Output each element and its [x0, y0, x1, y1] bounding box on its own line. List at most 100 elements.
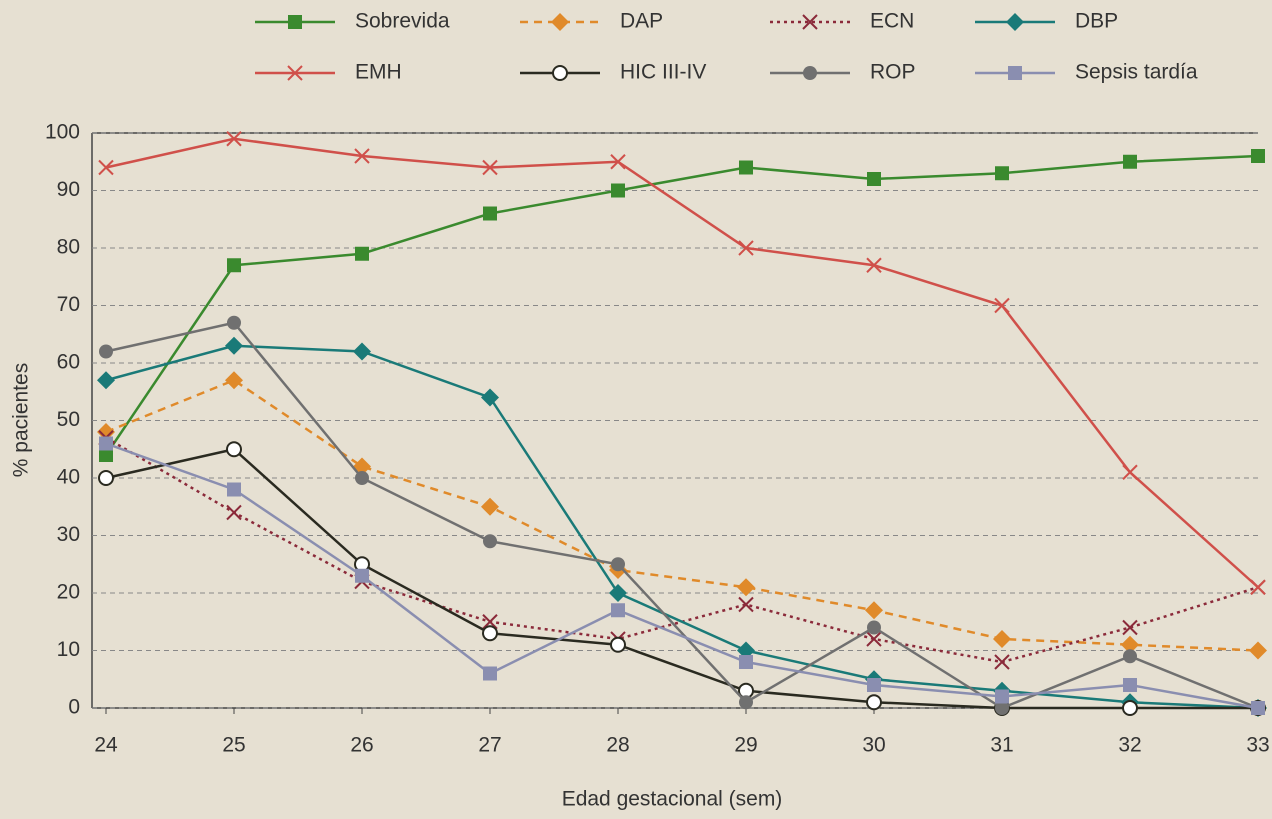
marker	[481, 388, 499, 407]
marker	[995, 701, 1009, 715]
marker	[1006, 13, 1024, 31]
legend-label: Sobrevida	[355, 10, 450, 33]
marker	[355, 568, 369, 583]
marker	[355, 471, 369, 485]
y-tick-label: 20	[57, 581, 80, 604]
marker	[1122, 464, 1138, 480]
marker	[551, 13, 569, 31]
marker	[866, 257, 882, 273]
x-tick-label: 28	[606, 734, 629, 757]
x-tick-label: 25	[222, 734, 245, 757]
legend-label: ECN	[870, 10, 914, 33]
y-axis-title: % pacientes	[10, 363, 33, 477]
marker	[354, 148, 370, 164]
marker	[226, 131, 242, 147]
x-axis-title: Edad gestacional (sem)	[562, 788, 783, 811]
y-tick-label: 80	[57, 236, 80, 259]
marker	[803, 66, 817, 80]
marker	[227, 315, 241, 330]
marker	[994, 654, 1010, 670]
marker	[1250, 579, 1266, 595]
marker	[98, 470, 114, 486]
marker	[993, 630, 1011, 648]
series-line	[104, 154, 1259, 456]
marker	[225, 371, 243, 390]
marker	[739, 160, 753, 175]
marker	[225, 336, 243, 355]
series-line	[105, 137, 1259, 589]
x-tick-label: 30	[862, 734, 885, 757]
marker	[737, 578, 755, 597]
marker	[1122, 619, 1138, 636]
marker	[481, 497, 499, 516]
marker	[739, 695, 753, 710]
marker	[287, 65, 303, 81]
y-tick-label: 90	[57, 178, 80, 201]
marker	[483, 666, 497, 681]
y-tick-label: 50	[57, 408, 80, 431]
marker	[288, 15, 302, 29]
marker	[1122, 700, 1138, 716]
marker	[1251, 149, 1265, 163]
series-line	[105, 378, 1259, 652]
marker	[227, 482, 241, 497]
x-tick-label: 33	[1246, 734, 1269, 757]
legend-label: DBP	[1075, 10, 1118, 33]
x-tick-label: 32	[1118, 734, 1141, 757]
series-line	[105, 344, 1259, 710]
series-line	[105, 447, 1258, 710]
marker	[866, 631, 882, 647]
marker	[1123, 154, 1137, 169]
marker	[611, 557, 625, 572]
marker	[1121, 635, 1139, 654]
y-tick-label: 70	[57, 293, 80, 316]
legend-label: EMH	[355, 61, 402, 84]
marker	[611, 183, 625, 198]
marker	[610, 636, 626, 653]
marker	[482, 159, 498, 176]
marker	[1251, 701, 1265, 715]
x-tick-label: 31	[990, 734, 1013, 757]
marker	[483, 206, 497, 221]
series-line	[105, 321, 1259, 710]
marker	[98, 159, 114, 176]
marker	[867, 172, 881, 186]
marker	[99, 436, 113, 451]
series-line	[105, 442, 1259, 710]
marker	[611, 603, 625, 618]
marker	[226, 441, 242, 458]
marker	[552, 65, 568, 81]
marker	[738, 240, 754, 256]
legend-label: HIC III-IV	[620, 61, 706, 84]
marker	[226, 504, 242, 521]
marker	[353, 342, 371, 361]
marker	[738, 596, 754, 613]
marker	[99, 448, 113, 462]
x-tick-label: 24	[94, 734, 118, 757]
marker	[227, 258, 241, 273]
legend-label: Sepsis tardía	[1075, 61, 1198, 84]
x-tick-label: 29	[734, 734, 757, 757]
legend-label: ROP	[870, 61, 916, 84]
marker	[610, 154, 626, 170]
y-tick-label: 10	[57, 638, 80, 661]
marker	[802, 14, 818, 30]
marker	[867, 678, 881, 692]
marker	[1249, 641, 1267, 660]
marker	[97, 371, 115, 390]
legend-label: DAP	[620, 10, 663, 33]
marker	[865, 601, 883, 620]
marker	[866, 694, 882, 711]
marker	[609, 584, 627, 602]
marker	[739, 655, 753, 669]
marker	[867, 620, 881, 635]
marker	[99, 344, 113, 359]
marker	[482, 614, 498, 630]
marker	[1123, 649, 1137, 664]
x-tick-label: 26	[350, 734, 373, 757]
y-tick-label: 40	[57, 466, 80, 489]
y-tick-label: 0	[68, 696, 80, 719]
